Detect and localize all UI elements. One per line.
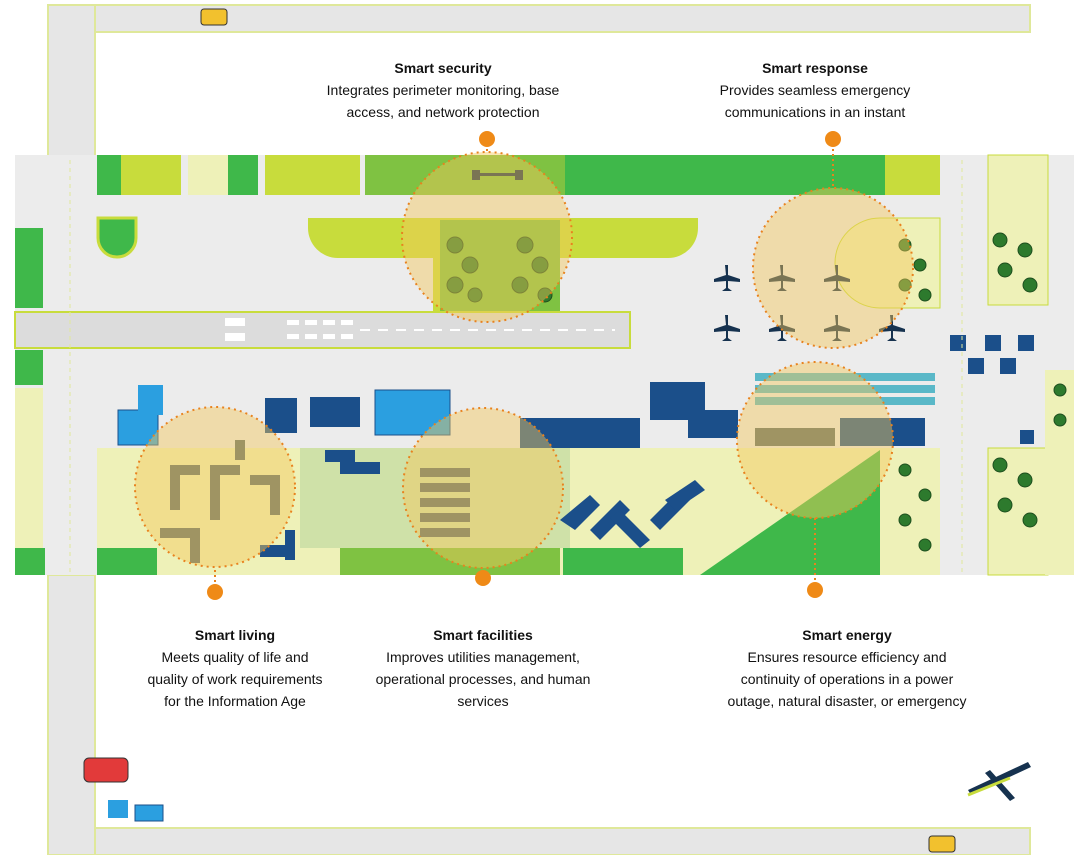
callout-title: Smart response [762, 60, 868, 76]
callout-dot [825, 131, 841, 147]
callout-title: Smart energy [802, 627, 892, 643]
callout-title: Smart facilities [433, 627, 533, 643]
callout-description: Provides seamless emergency [720, 82, 911, 98]
base-map: Smart security Integrates perimeter monit… [0, 0, 1074, 855]
callout-title: Smart living [195, 627, 275, 643]
callout-description: access, and network protection [347, 104, 540, 120]
page: {"callouts": [ {"title": "Smart security… [0, 0, 1074, 855]
callout-description: quality of work requirements [147, 671, 322, 687]
callout-dot [807, 582, 823, 598]
highlight-circle [403, 408, 563, 568]
highlight-circle [402, 152, 572, 322]
callout-dot [479, 131, 495, 147]
callout-description: outage, natural disaster, or emergency [728, 693, 967, 709]
callout-description: Meets quality of life and [161, 649, 308, 665]
callout-description: for the Information Age [164, 693, 306, 709]
callout-description: continuity of operations in a power [741, 671, 954, 687]
callout-dot [207, 584, 223, 600]
highlight-circle [135, 407, 295, 567]
callout-description: Ensures resource efficiency and [748, 649, 947, 665]
callout-dot [475, 570, 491, 586]
callout-description: Integrates perimeter monitoring, base [327, 82, 560, 98]
callout-description: Improves utilities management, [386, 649, 580, 665]
callout-description: communications in an instant [725, 104, 906, 120]
callout-title: Smart security [394, 60, 491, 76]
callout-description: operational processes, and human [376, 671, 591, 687]
highlight-circle [753, 188, 913, 348]
highlight-circle [737, 362, 893, 518]
callout-description: services [457, 693, 508, 709]
